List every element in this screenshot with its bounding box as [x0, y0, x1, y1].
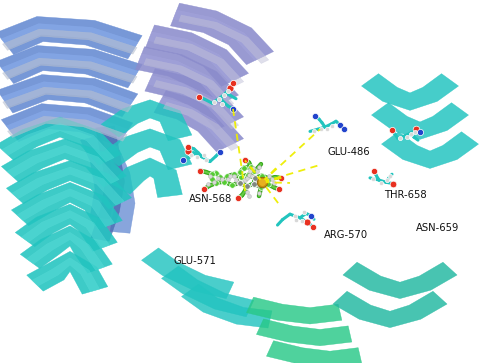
Polygon shape	[158, 97, 235, 148]
Polygon shape	[101, 129, 192, 170]
Polygon shape	[2, 104, 133, 146]
Polygon shape	[372, 103, 468, 139]
Polygon shape	[2, 29, 137, 54]
Polygon shape	[0, 46, 142, 88]
Polygon shape	[22, 211, 110, 248]
Polygon shape	[0, 75, 138, 117]
Polygon shape	[142, 248, 234, 299]
Polygon shape	[0, 117, 122, 165]
Polygon shape	[3, 87, 132, 112]
Polygon shape	[110, 158, 182, 197]
Polygon shape	[256, 319, 352, 346]
Text: ARG-570: ARG-570	[324, 230, 368, 240]
Polygon shape	[164, 102, 238, 151]
Polygon shape	[20, 226, 112, 273]
Polygon shape	[179, 15, 268, 64]
Polygon shape	[2, 82, 134, 110]
Polygon shape	[101, 100, 192, 141]
Polygon shape	[17, 189, 114, 227]
Polygon shape	[0, 17, 142, 59]
Polygon shape	[174, 10, 265, 61]
Polygon shape	[100, 150, 135, 233]
Polygon shape	[154, 80, 238, 129]
Polygon shape	[26, 232, 104, 270]
Polygon shape	[2, 58, 137, 83]
Polygon shape	[2, 53, 138, 81]
Polygon shape	[148, 32, 240, 82]
Polygon shape	[362, 74, 458, 110]
Polygon shape	[154, 91, 244, 152]
Polygon shape	[12, 167, 124, 205]
Polygon shape	[138, 54, 230, 104]
Polygon shape	[7, 145, 119, 184]
Polygon shape	[144, 58, 234, 107]
Text: ASN-659: ASN-659	[416, 223, 460, 233]
Text: ASN-568: ASN-568	[189, 194, 232, 204]
Polygon shape	[91, 126, 124, 241]
Polygon shape	[382, 132, 478, 168]
Polygon shape	[27, 251, 108, 294]
Polygon shape	[170, 3, 274, 65]
Polygon shape	[2, 139, 126, 187]
Polygon shape	[162, 266, 254, 317]
Polygon shape	[154, 37, 244, 85]
Polygon shape	[266, 341, 362, 363]
Polygon shape	[136, 47, 238, 108]
Polygon shape	[2, 24, 138, 52]
Polygon shape	[6, 160, 132, 209]
Polygon shape	[145, 69, 244, 130]
Text: GLU-486: GLU-486	[328, 147, 370, 157]
Polygon shape	[246, 297, 342, 324]
Polygon shape	[16, 204, 118, 251]
Polygon shape	[80, 136, 115, 219]
Polygon shape	[333, 291, 447, 327]
Polygon shape	[146, 25, 248, 86]
Polygon shape	[12, 182, 122, 229]
Polygon shape	[2, 123, 114, 162]
Polygon shape	[182, 284, 272, 328]
Polygon shape	[32, 258, 100, 292]
Polygon shape	[343, 262, 457, 298]
Polygon shape	[8, 116, 127, 141]
Text: THR-658: THR-658	[384, 190, 426, 200]
Text: GLU-571: GLU-571	[174, 256, 217, 266]
Polygon shape	[6, 111, 128, 139]
Polygon shape	[148, 76, 235, 126]
